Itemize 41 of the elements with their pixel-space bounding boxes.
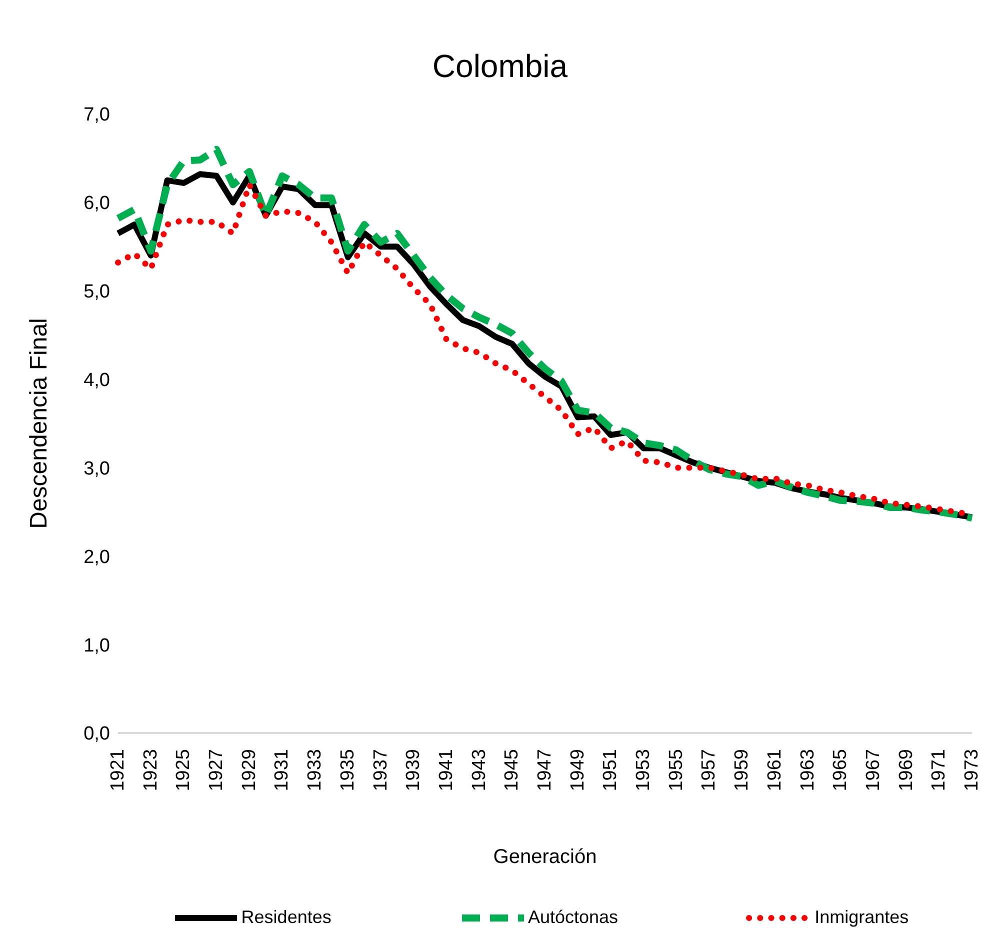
legend-label: Inmigrantes bbox=[814, 907, 909, 928]
legend-label: Autóctonas bbox=[528, 907, 618, 928]
y-tick-label: 0,0 bbox=[84, 724, 110, 745]
x-tick-label: 1933 bbox=[304, 749, 326, 792]
y-tick-label: 2,0 bbox=[84, 546, 110, 568]
x-tick-label: 1963 bbox=[797, 749, 818, 792]
y-tick-label: 6,0 bbox=[84, 193, 110, 214]
y-tick-label: 3,0 bbox=[84, 458, 110, 480]
x-tick-label: 1921 bbox=[108, 749, 128, 792]
x-tick-label: 1925 bbox=[173, 749, 194, 792]
y-tick-label: 7,0 bbox=[84, 104, 110, 126]
x-tick-label: 1927 bbox=[206, 749, 228, 792]
x-tick-label: 1971 bbox=[928, 749, 950, 792]
y-tick-label: 1,0 bbox=[84, 635, 110, 656]
x-tick-label: 1947 bbox=[534, 749, 556, 792]
legend-label: Residentes bbox=[241, 907, 332, 928]
chart-title: Colombia bbox=[431, 47, 569, 86]
x-tick-label: 1959 bbox=[732, 749, 753, 792]
x-tick-label: 1953 bbox=[633, 749, 654, 792]
x-axis-title: Generación bbox=[493, 846, 597, 868]
x-tick-label: 1929 bbox=[238, 749, 260, 792]
x-tick-label: 1957 bbox=[698, 749, 720, 792]
y-axis-title: Descendencia Final bbox=[26, 318, 53, 529]
x-tick-label: 1955 bbox=[666, 749, 687, 792]
x-tick-label: 1965 bbox=[830, 749, 852, 792]
x-tick-label: 1961 bbox=[764, 749, 786, 792]
x-tick-label: 1969 bbox=[896, 749, 917, 792]
x-tick-label: 1935 bbox=[337, 749, 358, 792]
x-tick-label: 1941 bbox=[436, 749, 457, 792]
x-tick-label: 1949 bbox=[567, 749, 588, 792]
x-tick-label: 1945 bbox=[502, 749, 523, 792]
x-tick-label: 1967 bbox=[862, 749, 884, 792]
x-tick-label: 1937 bbox=[370, 749, 392, 792]
x-tick-label: 1923 bbox=[140, 749, 162, 792]
y-tick-label: 5,0 bbox=[84, 282, 110, 303]
x-tick-label: 1951 bbox=[600, 749, 622, 792]
x-tick-label: 1939 bbox=[403, 749, 424, 792]
y-tick-label: 4,0 bbox=[84, 370, 110, 392]
x-tick-label: 1943 bbox=[468, 749, 490, 792]
x-tick-label: 1931 bbox=[272, 749, 293, 792]
x-tick-label: 1973 bbox=[962, 749, 982, 792]
